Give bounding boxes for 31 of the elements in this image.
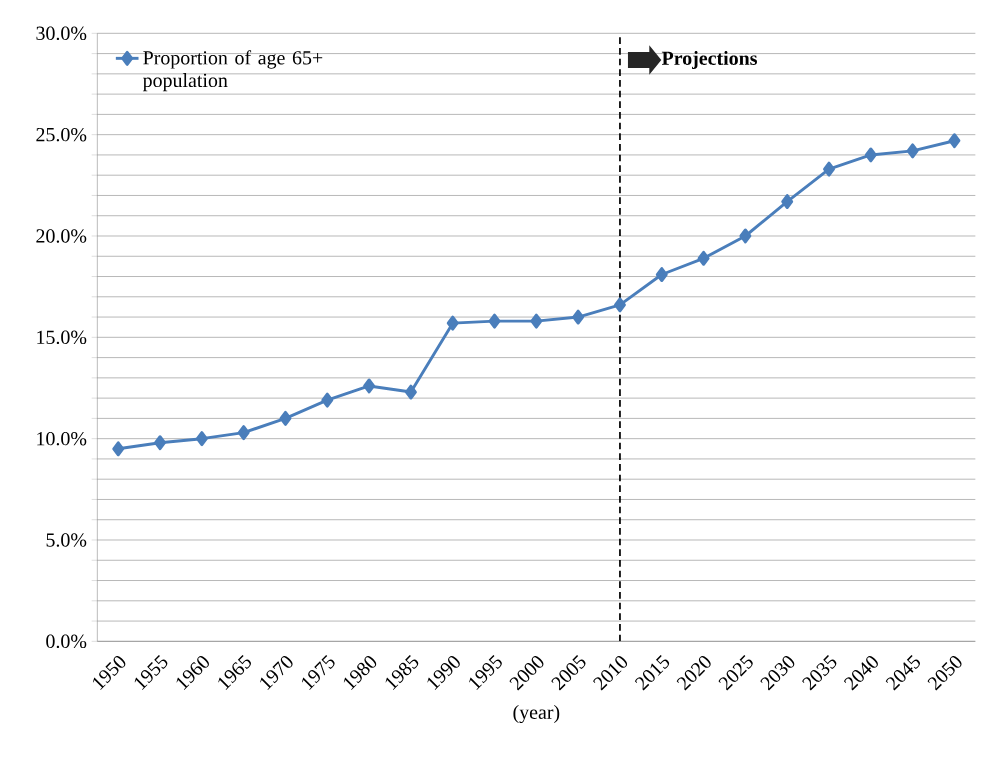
point [906, 143, 919, 159]
point [112, 441, 125, 457]
point [572, 309, 585, 325]
point [864, 147, 877, 163]
point [948, 133, 961, 149]
y-tick-label: 0.0% [46, 634, 87, 649]
y-tick-label: 20.0% [36, 229, 87, 243]
point [530, 313, 543, 329]
y-tick-label: 15.0% [37, 330, 87, 345]
point [446, 315, 459, 331]
point [237, 425, 250, 441]
point [488, 313, 501, 329]
legend-label: Proportion of age 65+ population [142, 50, 323, 92]
point [363, 378, 376, 394]
point [697, 250, 710, 266]
point [655, 267, 668, 282]
point [279, 410, 292, 426]
y-tick-label: 30.0% [36, 26, 87, 41]
point [154, 435, 167, 451]
ref-line-label: Projections [661, 50, 757, 70]
y-tick-label: 25.0% [36, 127, 87, 142]
point [404, 384, 417, 400]
point [195, 431, 208, 447]
point [823, 161, 835, 177]
point [781, 194, 794, 210]
y-tick-label: 5.0% [46, 533, 87, 547]
point [739, 228, 752, 244]
y-tick-label: 10.0% [37, 431, 87, 446]
x-axis-title: (year) [513, 704, 560, 724]
point [321, 392, 334, 408]
point [613, 297, 626, 313]
